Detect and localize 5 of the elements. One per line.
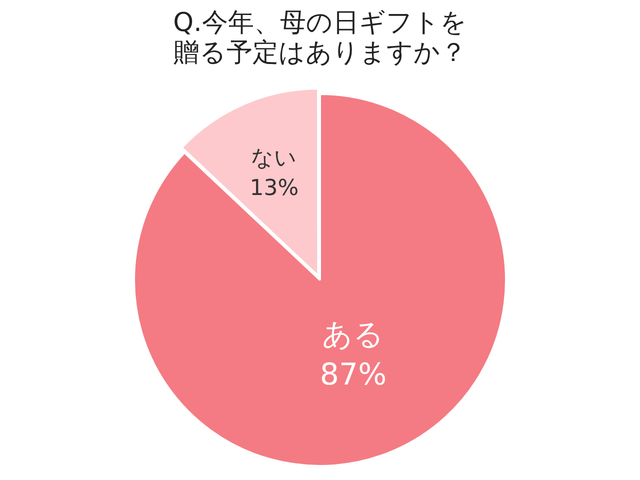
slice-label: ない xyxy=(251,146,298,171)
slice-label: ある xyxy=(322,318,384,353)
data-label: 87% xyxy=(320,358,387,393)
chart-title: Q.今年、母の日ギフトを贈る予定はありますか？ xyxy=(172,7,468,70)
data-label: 13% xyxy=(250,176,299,201)
